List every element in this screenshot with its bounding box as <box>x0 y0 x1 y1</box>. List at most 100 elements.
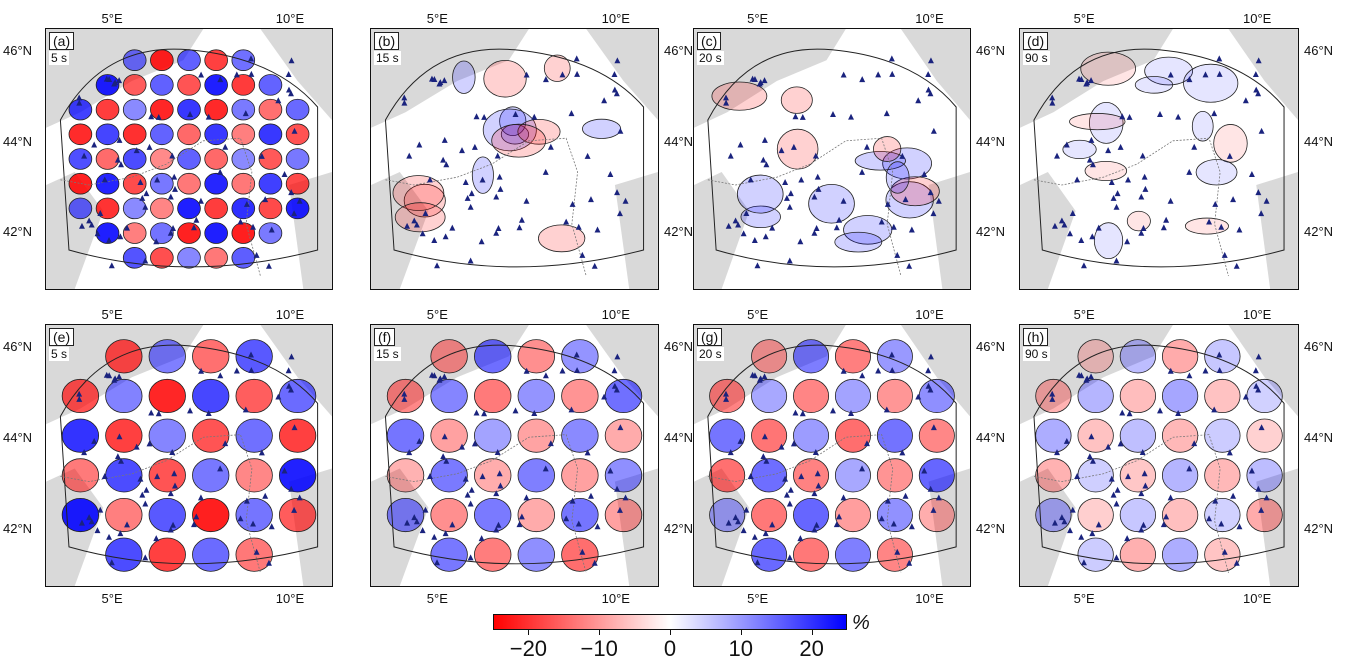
panel-g: (g) 20 s 5°E 10°E 5°E 10°E 46°N 44°N 42°N <box>693 308 1005 605</box>
negative-anomaly <box>1213 124 1248 163</box>
longitude-tick-label: 5°E <box>1073 591 1095 606</box>
station-marker <box>616 506 623 513</box>
colorbar-tick-label: −10 <box>580 636 618 661</box>
negative-anomaly <box>95 98 120 121</box>
station-marker <box>848 410 854 417</box>
station-marker <box>925 382 932 389</box>
positive-anomaly <box>192 458 230 493</box>
station-marker <box>172 482 178 489</box>
positive-anomaly <box>231 98 256 121</box>
station-marker <box>607 170 614 177</box>
colorbar-tick-mark <box>740 630 742 635</box>
negative-anomaly <box>150 98 174 121</box>
negative-anomaly <box>204 247 228 269</box>
station-marker <box>594 226 601 233</box>
station-marker <box>1089 530 1096 537</box>
positive-anomaly <box>61 418 100 453</box>
station-marker <box>783 491 790 498</box>
station-marker <box>559 71 566 78</box>
station-marker <box>494 449 501 456</box>
negative-anomaly <box>517 497 556 533</box>
land-area <box>371 172 429 289</box>
latitude-tick-label: 46°N <box>1304 339 1334 355</box>
station-marker <box>422 506 429 513</box>
station-marker <box>727 152 734 159</box>
station-marker <box>1108 475 1115 482</box>
longitude-tick-label: 5°E <box>426 591 448 606</box>
positive-anomaly <box>876 339 913 374</box>
station-marker <box>431 237 438 243</box>
anomaly-field <box>709 339 955 572</box>
station-marker <box>1124 238 1131 245</box>
positive-anomaly <box>177 98 201 121</box>
station-marker <box>265 559 272 566</box>
station-marker <box>169 449 176 456</box>
station-marker <box>760 156 767 163</box>
station-marker <box>142 554 149 561</box>
station-marker <box>481 410 488 417</box>
station-marker <box>899 449 906 456</box>
station-marker <box>1076 371 1083 378</box>
map-frame: (e) 5 s <box>45 324 333 587</box>
station-marker <box>193 216 200 223</box>
station-marker <box>411 217 418 224</box>
positive-anomaly <box>1161 537 1199 572</box>
station-marker <box>217 465 224 472</box>
positive-anomaly <box>430 537 468 572</box>
station-marker <box>915 97 922 104</box>
positive-anomaly <box>231 148 256 170</box>
station-marker <box>76 395 83 402</box>
station-marker <box>1248 170 1255 177</box>
positive-anomaly <box>793 497 830 533</box>
latitude-tick-label: 42°N <box>664 520 694 536</box>
latitude-tick-label: 46°N <box>664 43 694 59</box>
station-marker <box>782 475 789 482</box>
station-marker <box>258 449 265 456</box>
negative-anomaly <box>1077 339 1114 374</box>
positive-anomaly <box>386 418 425 453</box>
station-marker <box>1089 233 1096 240</box>
positive-anomaly <box>177 197 201 220</box>
station-marker <box>894 251 901 258</box>
map-svg <box>46 325 332 586</box>
positive-anomaly <box>473 497 512 533</box>
station-marker <box>1202 367 1209 374</box>
land-area <box>371 29 529 128</box>
station-marker <box>1142 185 1149 192</box>
negative-anomaly <box>192 497 230 533</box>
station-marker <box>573 351 580 358</box>
station-marker <box>930 210 937 217</box>
negative-anomaly <box>430 497 468 533</box>
colorbar-tick-label: 20 <box>799 636 824 661</box>
positive-anomaly <box>561 497 599 533</box>
positive-anomaly <box>68 197 93 220</box>
positive-anomaly <box>1062 139 1097 160</box>
station-marker <box>1221 548 1228 555</box>
station-marker <box>594 523 601 530</box>
station-marker <box>1105 443 1112 450</box>
station-marker <box>1083 376 1090 383</box>
station-marker <box>88 518 95 525</box>
negative-anomaly <box>1035 458 1072 493</box>
station-marker <box>1113 203 1120 210</box>
colorbar-tick-label: 10 <box>728 636 754 661</box>
station-marker <box>170 521 177 528</box>
positive-anomaly <box>204 74 228 96</box>
latitude-tick-label: 44°N <box>976 133 1006 149</box>
negative-anomaly <box>192 418 230 453</box>
station-marker <box>1086 453 1093 460</box>
station-marker <box>1063 437 1070 444</box>
positive-anomaly <box>192 537 230 572</box>
station-marker <box>616 210 623 217</box>
station-marker <box>756 80 763 87</box>
station-marker <box>422 210 429 216</box>
negative-anomaly <box>177 222 201 244</box>
positive-anomaly <box>1191 110 1214 142</box>
station-marker <box>575 520 582 527</box>
negative-anomaly <box>204 98 228 121</box>
station-marker <box>787 486 794 493</box>
positive-anomaly <box>258 222 283 244</box>
negative-anomaly <box>473 458 512 493</box>
positive-anomaly <box>231 197 256 220</box>
positive-anomaly <box>517 537 556 572</box>
